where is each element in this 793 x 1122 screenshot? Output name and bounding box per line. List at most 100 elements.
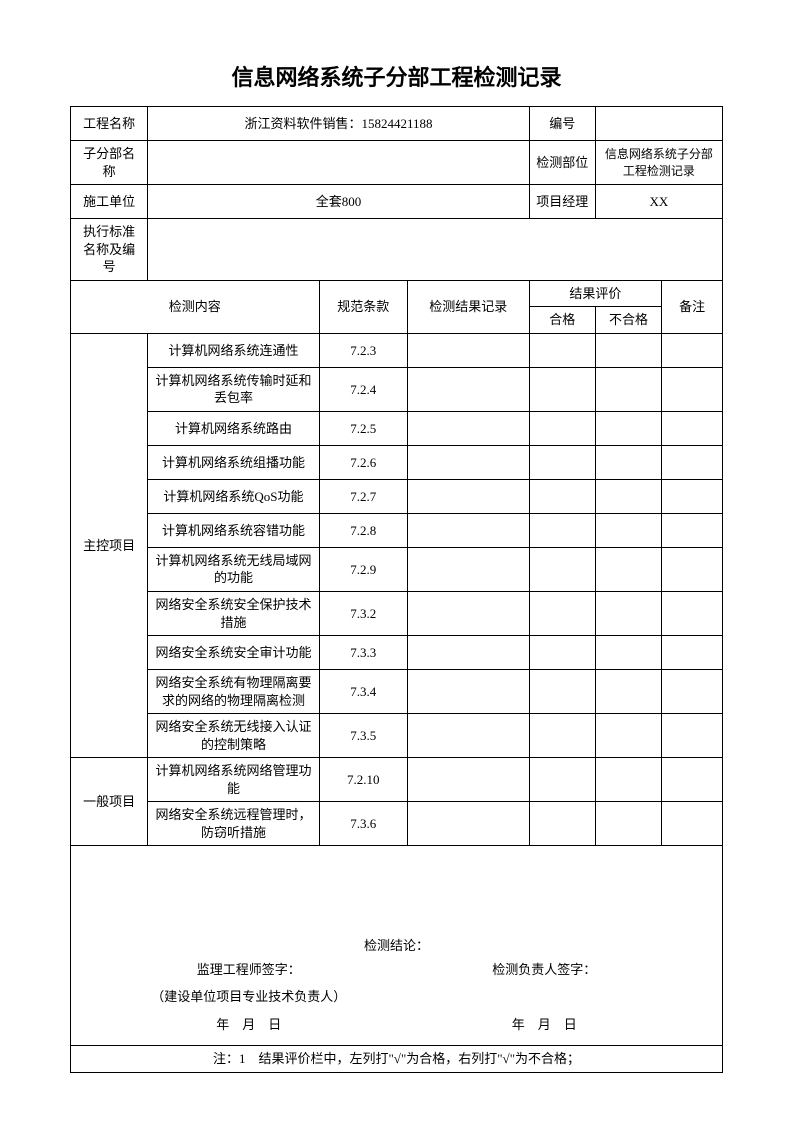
table-row: 计算机网络系统组播功能7.2.6 — [71, 445, 723, 479]
footnote: 注：1 结果评价栏中，左列打"√"为合格，右列打"√"为不合格； — [71, 1046, 723, 1073]
label-project-name: 工程名称 — [71, 107, 148, 141]
cell-pass — [529, 513, 595, 547]
col-content: 检测内容 — [71, 280, 320, 333]
cell-clause: 7.2.8 — [319, 513, 407, 547]
signature-supervisor-sub: （建设单位项目专业技术负责人） — [101, 988, 397, 1006]
cell-clause: 7.3.3 — [319, 636, 407, 670]
cell-clause: 7.2.4 — [319, 367, 407, 411]
record-table: 工程名称 浙江资料软件销售：15824421188 编号 子分部名称 检测部位 … — [70, 106, 723, 1073]
cell-pass — [529, 670, 595, 714]
cell-result — [408, 333, 530, 367]
cell-pass — [529, 714, 595, 758]
table-row: 网络安全系统远程管理时，防窃听措施7.3.6 — [71, 802, 723, 846]
cell-result — [408, 411, 530, 445]
cell-fail — [595, 802, 661, 846]
cell-clause: 7.2.10 — [319, 758, 407, 802]
label-pm: 项目经理 — [529, 185, 595, 219]
cell-content: 计算机网络系统组播功能 — [148, 445, 319, 479]
document-title: 信息网络系统子分部工程检测记录 — [70, 60, 723, 92]
cell-remark — [662, 592, 723, 636]
col-pass: 合格 — [529, 307, 595, 334]
col-fail: 不合格 — [595, 307, 661, 334]
table-row: 网络安全系统安全保护技术措施7.3.2 — [71, 592, 723, 636]
cell-fail — [595, 758, 661, 802]
cell-fail — [595, 479, 661, 513]
cell-clause: 7.2.6 — [319, 445, 407, 479]
cell-clause: 7.2.3 — [319, 333, 407, 367]
cell-remark — [662, 411, 723, 445]
cell-clause: 7.3.5 — [319, 714, 407, 758]
cell-result — [408, 714, 530, 758]
section-name: 一般项目 — [71, 758, 148, 846]
col-clause: 规范条款 — [319, 280, 407, 333]
cell-result — [408, 758, 530, 802]
date-left: 年 月 日 — [101, 1016, 397, 1034]
table-row: 网络安全系统安全审计功能7.3.3 — [71, 636, 723, 670]
value-insp-dept: 信息网络系统子分部工程检测记录 — [595, 141, 722, 185]
value-project-name: 浙江资料软件销售：15824421188 — [148, 107, 529, 141]
cell-remark — [662, 670, 723, 714]
cell-clause: 7.2.7 — [319, 479, 407, 513]
cell-clause: 7.3.6 — [319, 802, 407, 846]
section-name: 主控项目 — [71, 333, 148, 757]
signature-inspector-label: 检测负责人签字： — [397, 961, 693, 979]
table-row: 网络安全系统有物理隔离要求的网络的物理隔离检测7.3.4 — [71, 670, 723, 714]
table-row: 主控项目计算机网络系统连通性7.2.3 — [71, 333, 723, 367]
cell-result — [408, 592, 530, 636]
table-row: 计算机网络系统容错功能7.2.8 — [71, 513, 723, 547]
cell-fail — [595, 592, 661, 636]
cell-pass — [529, 547, 595, 591]
cell-result — [408, 547, 530, 591]
cell-remark — [662, 513, 723, 547]
cell-result — [408, 445, 530, 479]
cell-remark — [662, 479, 723, 513]
cell-pass — [529, 592, 595, 636]
cell-fail — [595, 333, 661, 367]
date-right: 年 月 日 — [397, 1016, 693, 1034]
cell-pass — [529, 758, 595, 802]
cell-content: 计算机网络系统QoS功能 — [148, 479, 319, 513]
cell-remark — [662, 367, 723, 411]
col-remark: 备注 — [662, 280, 723, 333]
cell-clause: 7.3.2 — [319, 592, 407, 636]
cell-content: 网络安全系统安全保护技术措施 — [148, 592, 319, 636]
cell-content: 网络安全系统有物理隔离要求的网络的物理隔离检测 — [148, 670, 319, 714]
cell-pass — [529, 333, 595, 367]
cell-result — [408, 670, 530, 714]
label-contractor: 施工单位 — [71, 185, 148, 219]
cell-remark — [662, 758, 723, 802]
cell-pass — [529, 802, 595, 846]
cell-pass — [529, 636, 595, 670]
cell-fail — [595, 513, 661, 547]
cell-fail — [595, 636, 661, 670]
cell-content: 计算机网络系统网络管理功能 — [148, 758, 319, 802]
cell-content: 网络安全系统远程管理时，防窃听措施 — [148, 802, 319, 846]
cell-remark — [662, 802, 723, 846]
cell-fail — [595, 670, 661, 714]
cell-fail — [595, 547, 661, 591]
cell-pass — [529, 445, 595, 479]
cell-content: 计算机网络系统容错功能 — [148, 513, 319, 547]
table-row: 计算机网络系统QoS功能7.2.7 — [71, 479, 723, 513]
label-standard: 执行标准 名称及编号 — [71, 219, 148, 281]
cell-remark — [662, 636, 723, 670]
conclusion-label: 检测结论： — [364, 938, 429, 953]
value-pm: XX — [595, 185, 722, 219]
value-number — [595, 107, 722, 141]
cell-fail — [595, 367, 661, 411]
cell-content: 计算机网络系统传输时延和丢包率 — [148, 367, 319, 411]
cell-remark — [662, 714, 723, 758]
cell-pass — [529, 411, 595, 445]
label-sub-name: 子分部名称 — [71, 141, 148, 185]
label-number: 编号 — [529, 107, 595, 141]
cell-result — [408, 636, 530, 670]
cell-clause: 7.3.4 — [319, 670, 407, 714]
cell-content: 计算机网络系统连通性 — [148, 333, 319, 367]
value-sub-name — [148, 141, 529, 185]
cell-content: 网络安全系统无线接入认证的控制策略 — [148, 714, 319, 758]
cell-remark — [662, 547, 723, 591]
cell-result — [408, 802, 530, 846]
table-row: 计算机网络系统传输时延和丢包率7.2.4 — [71, 367, 723, 411]
cell-pass — [529, 479, 595, 513]
cell-clause: 7.2.5 — [319, 411, 407, 445]
